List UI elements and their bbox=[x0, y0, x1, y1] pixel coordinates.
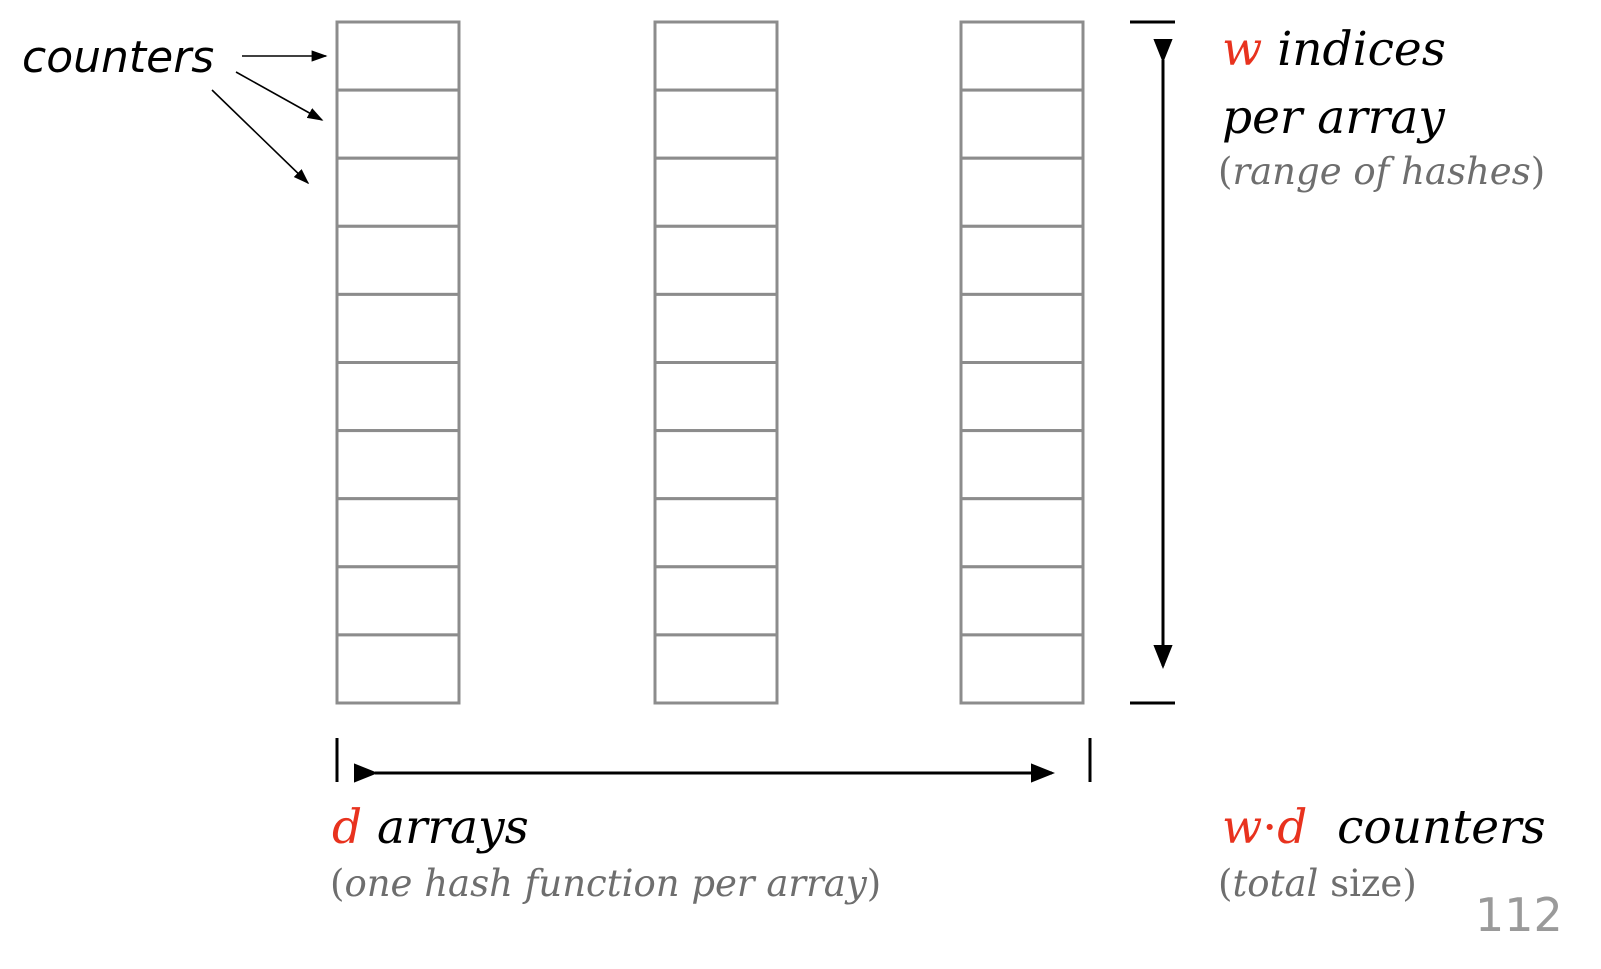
counter-cell bbox=[653, 88, 779, 160]
w-title-rest: indices bbox=[1277, 22, 1446, 77]
d-arrays-title: d arrays bbox=[332, 800, 529, 855]
counter-cell bbox=[335, 224, 461, 296]
counter-cell bbox=[335, 565, 461, 637]
counter-cell bbox=[959, 633, 1085, 705]
w-variable: w bbox=[1222, 22, 1263, 77]
counter-cell bbox=[653, 361, 779, 433]
counter-cell bbox=[653, 156, 779, 228]
counter-cell bbox=[959, 292, 1085, 364]
wd-subtitle-plain: size bbox=[1330, 862, 1403, 905]
counter-array-3 bbox=[959, 20, 1085, 705]
counter-cell bbox=[959, 565, 1085, 637]
w-indices-title: w indices bbox=[1222, 22, 1446, 77]
wd-title-rest: counters bbox=[1337, 800, 1546, 855]
slide-number: 112 bbox=[1475, 888, 1563, 942]
wd-dot: · bbox=[1262, 800, 1278, 855]
wd-subtitle-italic: total bbox=[1232, 862, 1319, 905]
counter-arrays bbox=[335, 20, 1085, 705]
counter-cell bbox=[959, 88, 1085, 160]
counter-cell bbox=[959, 224, 1085, 296]
counters-label: counters bbox=[22, 32, 215, 83]
wd-counters-title: w·d counters bbox=[1222, 800, 1546, 855]
counter-cell bbox=[959, 20, 1085, 92]
counter-cell bbox=[653, 20, 779, 92]
counter-cell bbox=[653, 429, 779, 501]
counter-cell bbox=[653, 292, 779, 364]
counter-cell bbox=[653, 224, 779, 296]
counter-cell bbox=[959, 497, 1085, 569]
counter-cell bbox=[335, 429, 461, 501]
counter-cell bbox=[959, 156, 1085, 228]
counter-cell bbox=[335, 156, 461, 228]
counter-cell bbox=[335, 88, 461, 160]
counter-cell bbox=[959, 429, 1085, 501]
counter-pointer-arrow-2 bbox=[235, 71, 324, 121]
counter-cell bbox=[959, 361, 1085, 433]
w-title-line2: per array bbox=[1222, 90, 1445, 145]
counter-cell bbox=[335, 361, 461, 433]
d-subtitle: (one hash function per array) bbox=[330, 862, 882, 905]
counter-array-2 bbox=[653, 20, 779, 705]
counter-pointer-arrow-3 bbox=[211, 89, 310, 185]
wd-subtitle: (total size) bbox=[1218, 862, 1417, 905]
counter-cell bbox=[335, 292, 461, 364]
counter-cell bbox=[653, 633, 779, 705]
w-subtitle: (range of hashes) bbox=[1218, 150, 1546, 193]
counter-array-1 bbox=[335, 20, 461, 705]
counter-cell bbox=[335, 497, 461, 569]
counter-cell bbox=[335, 20, 461, 92]
wd-d-variable: d bbox=[1277, 800, 1308, 855]
counter-cell bbox=[653, 497, 779, 569]
d-subtitle-text: one hash function per array bbox=[344, 862, 867, 905]
w-subtitle-text: range of hashes bbox=[1232, 150, 1531, 193]
wd-w-variable: w bbox=[1222, 800, 1263, 855]
d-variable: d bbox=[332, 800, 363, 855]
d-title-rest: arrays bbox=[377, 800, 529, 855]
counter-cell bbox=[653, 565, 779, 637]
counter-cell bbox=[335, 633, 461, 705]
